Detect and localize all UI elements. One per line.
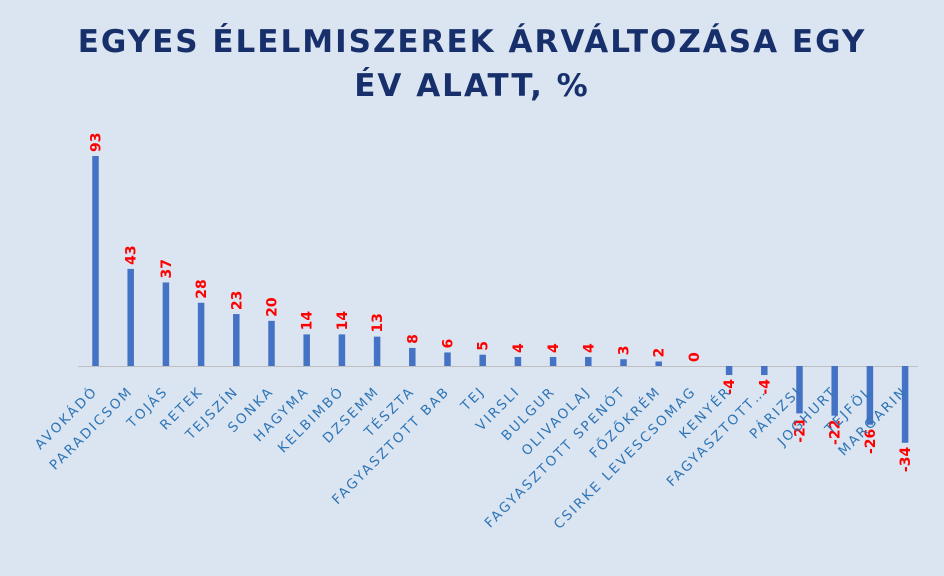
bar-7 [303, 334, 310, 366]
data-label-1: 93 [89, 133, 105, 152]
data-label-8: 14 [335, 311, 351, 331]
data-label-4: 28 [194, 279, 210, 298]
data-label-15: 4 [581, 343, 597, 353]
bar-16 [620, 359, 627, 366]
bar-23 [866, 366, 874, 425]
data-label-22: -22 [828, 420, 844, 445]
data-label-7: 14 [300, 311, 316, 331]
bar-8 [338, 334, 346, 366]
data-label-14: 4 [546, 343, 562, 353]
bar-17 [655, 361, 662, 366]
chart-title-line-2: ÉV ALATT, % [354, 68, 590, 104]
category-label-12: TEJ [457, 384, 488, 415]
bar-2 [127, 268, 134, 366]
data-label-16: 3 [617, 345, 633, 355]
data-label-3: 37 [159, 259, 175, 278]
chart-title-line-1: EGYES ÉLELMISZEREK ÁRVÁLTOZÁSA EGY [77, 24, 867, 60]
data-label-19: -4 [722, 379, 738, 395]
bar-12 [479, 354, 486, 366]
data-label-10: 8 [405, 334, 421, 344]
bar-14 [549, 356, 557, 366]
data-label-20: -4 [757, 379, 773, 395]
data-label-13: 4 [511, 343, 527, 353]
bar-24 [901, 366, 909, 443]
bar-19 [725, 366, 733, 376]
data-label-21: -21 [793, 417, 809, 442]
data-label-5: 23 [229, 291, 245, 310]
bar-15 [585, 356, 592, 366]
chart-title: EGYES ÉLELMISZEREK ÁRVÁLTOZÁSA EGY ÉV AL… [0, 20, 944, 108]
bar-3 [162, 282, 170, 366]
bar-5 [233, 314, 240, 366]
data-label-23: -26 [863, 429, 879, 454]
bar-13 [514, 356, 522, 366]
bar-11 [444, 352, 451, 366]
bar-1 [92, 156, 99, 366]
bar-10 [409, 347, 416, 366]
data-label-24: -34 [898, 447, 914, 473]
bar-20 [761, 366, 768, 376]
bar-4 [197, 302, 205, 366]
data-label-17: 2 [652, 348, 668, 358]
data-label-12: 5 [476, 341, 492, 351]
bar-22 [831, 366, 838, 416]
data-label-6: 20 [265, 297, 281, 317]
data-label-11: 6 [441, 339, 457, 349]
bar-9 [373, 336, 381, 366]
data-label-18: 0 [687, 352, 703, 362]
data-label-9: 13 [370, 313, 386, 332]
bar-6 [268, 320, 275, 366]
data-label-2: 43 [124, 245, 140, 264]
bar-21 [796, 366, 803, 414]
